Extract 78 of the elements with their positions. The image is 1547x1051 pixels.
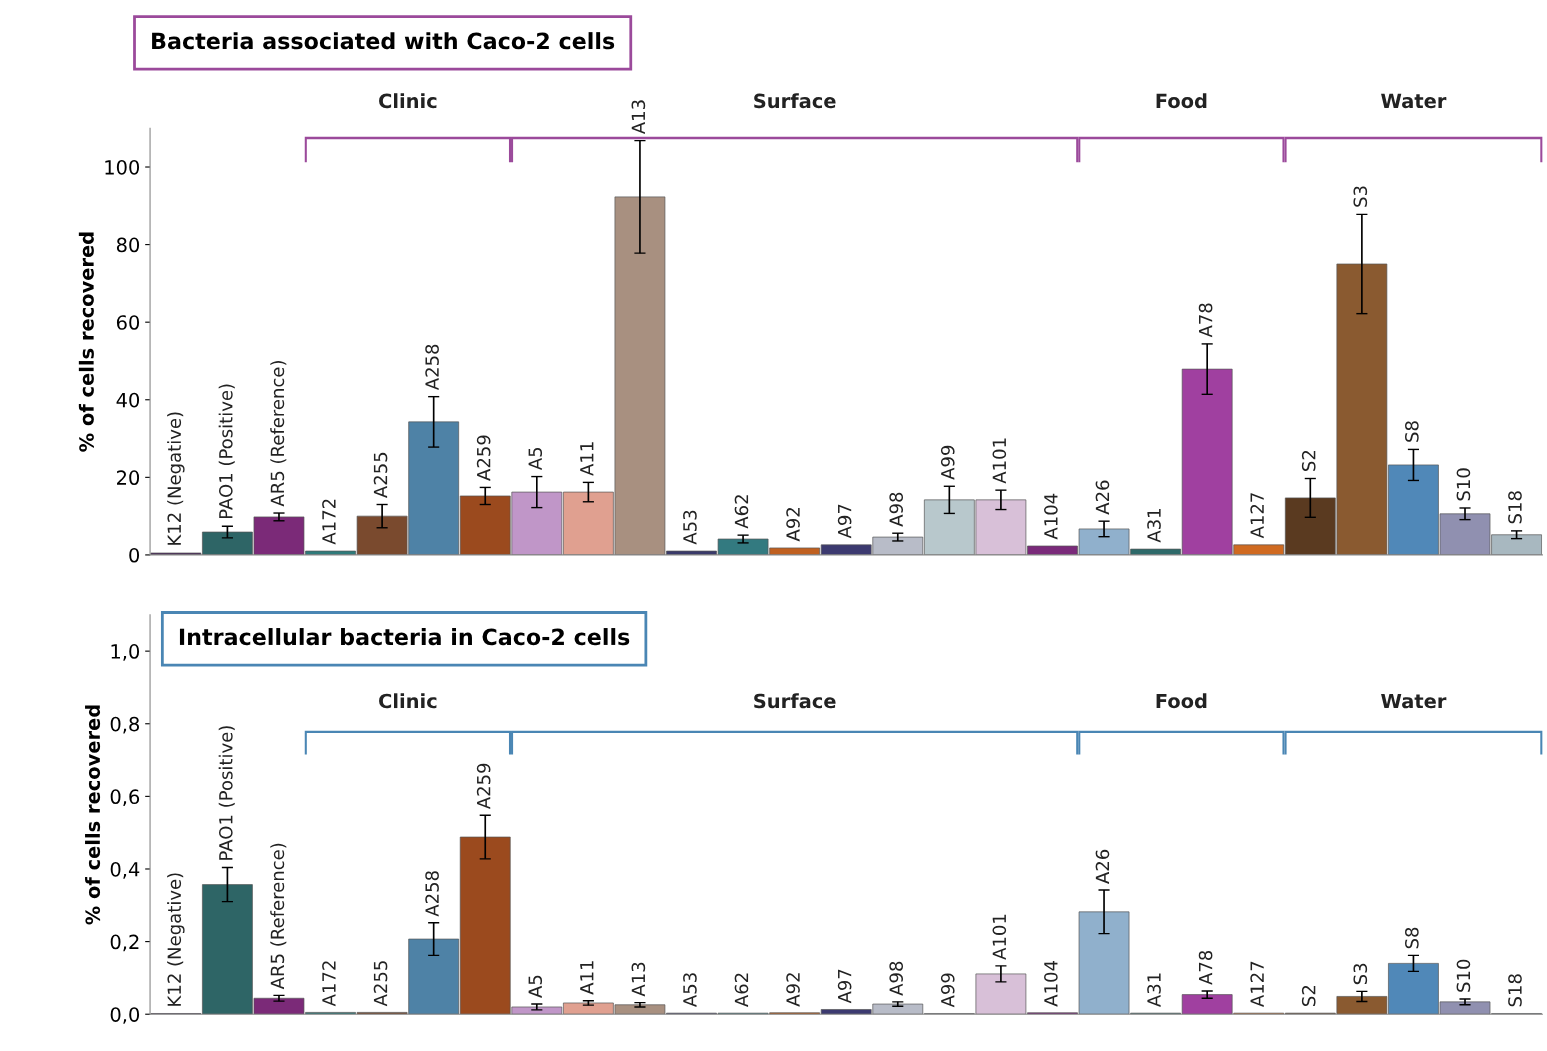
category-label: A97 (837, 969, 852, 1004)
category-label: AR5 (Reference) (270, 361, 287, 507)
category-label: A259 (476, 763, 491, 810)
category-label: PAO1 (Positive) (218, 726, 235, 860)
category-label: A99 (940, 973, 955, 1008)
category-label: A258 (425, 871, 439, 917)
category-label: A258 (425, 344, 439, 391)
category-label: A127 (1250, 961, 1264, 1007)
y-axis-title: % of cells recovered (85, 705, 101, 925)
category-label: K12 (Negative) (167, 873, 185, 1006)
category-label: A98 (889, 492, 904, 527)
category-label: A127 (1250, 493, 1264, 539)
category-label: S2 (1301, 985, 1316, 1006)
category-label: A31 (1147, 973, 1161, 1007)
y-tick-label: 0,0 (110, 1007, 140, 1024)
annotation: Water (1381, 693, 1447, 709)
category-label: A78 (1198, 950, 1213, 985)
category-label: A62 (734, 973, 749, 1007)
category-label: S3 (1353, 186, 1368, 207)
category-label: A92 (786, 973, 800, 1007)
y-tick-label: 1,0 (111, 644, 140, 661)
category-label: A13 (631, 962, 646, 997)
category-label: S2 (1301, 450, 1316, 471)
y-tick-label: 100 (105, 159, 140, 175)
category-label: S8 (1405, 927, 1419, 949)
y-tick-label: 0,4 (110, 861, 140, 879)
category-label: A5 (528, 975, 543, 998)
category-label: A101 (992, 438, 1007, 484)
annotation: Clinic (379, 693, 437, 709)
category-label: AR5 (Reference) (270, 843, 287, 990)
category-label: A78 (1198, 303, 1213, 338)
category-label: A255 (373, 452, 388, 498)
category-label: A172 (322, 499, 336, 545)
y-axis-title: % of cells recovered (78, 232, 94, 452)
y-tick-label: 20 (117, 470, 140, 486)
category-label: A26 (1095, 480, 1110, 515)
category-label: A53 (683, 973, 697, 1007)
category-label: A255 (373, 961, 388, 1007)
text: Clinic (379, 93, 437, 109)
category-label: A99 (940, 445, 955, 480)
category-label: K12 (Negative) (167, 412, 185, 545)
category-label: A26 (1095, 849, 1110, 884)
y-tick-label: 0,6 (110, 789, 140, 807)
category-label: S18 (1508, 974, 1522, 1007)
y-tick-label: 40 (116, 392, 140, 408)
chart-title: Intracellular bacteria in Caco-2 cells (179, 628, 630, 646)
category-label: A101 (992, 914, 1007, 960)
y-tick-label: 80 (116, 237, 140, 253)
category-label: S10 (1456, 468, 1471, 501)
text: Surface (754, 93, 836, 109)
text: Water (1381, 93, 1447, 109)
category-label: S18 (1508, 491, 1522, 524)
y-tick-label: 0 (129, 547, 140, 563)
category-label: A62 (734, 495, 749, 529)
text: Food (1156, 93, 1207, 109)
y-tick-label: 0,2 (110, 934, 139, 952)
category-label: A11 (580, 442, 594, 476)
category-label: A98 (889, 961, 904, 996)
category-label: A11 (580, 961, 594, 995)
category-label: PAO1 (Positive) (218, 384, 235, 519)
category-label: A172 (322, 961, 336, 1007)
category-label: A104 (1044, 493, 1058, 540)
category-label: A97 (837, 504, 852, 539)
category-label: A5 (528, 447, 543, 471)
annotation: Surface (754, 693, 836, 709)
category-label: S8 (1405, 421, 1419, 442)
category-label: A31 (1147, 509, 1161, 543)
y-tick-label: 60 (116, 315, 140, 330)
category-label: A259 (476, 435, 491, 481)
category-label: A53 (683, 510, 697, 545)
annotation: Food (1156, 693, 1207, 709)
category-label: S10 (1456, 959, 1471, 992)
chart-title: Bacteria associated with Caco-2 cells (152, 32, 615, 50)
category-label: A92 (786, 508, 800, 542)
y-tick-label: 0,8 (110, 716, 140, 734)
category-label: A104 (1044, 960, 1058, 1007)
category-label: S3 (1353, 963, 1368, 985)
category-label: A13 (631, 100, 646, 135)
